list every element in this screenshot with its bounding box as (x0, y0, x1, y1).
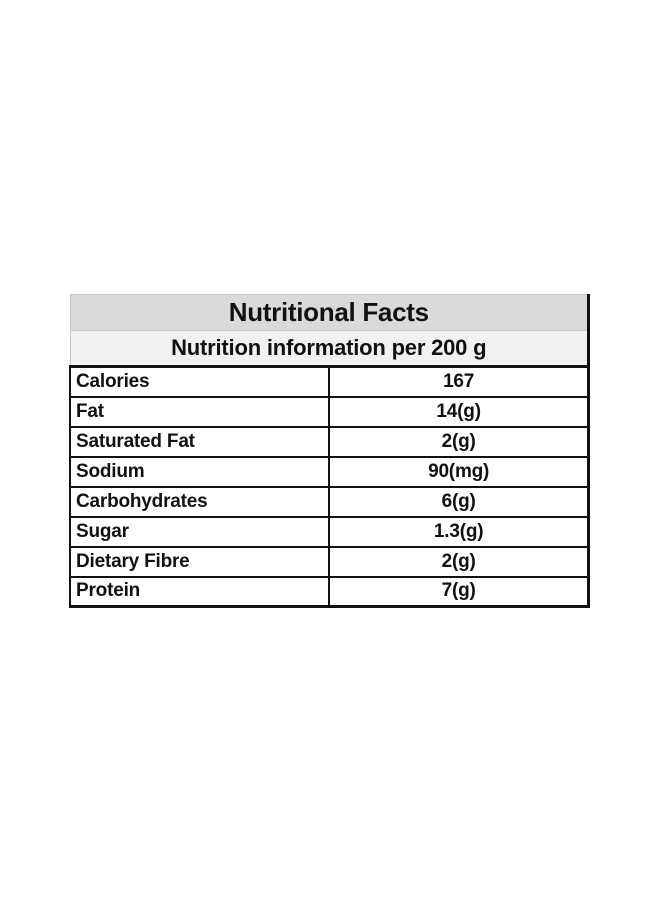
nutrient-label: Dietary Fibre (68, 546, 331, 578)
table-row: Fat 14(g) (68, 396, 591, 428)
nutrient-value: 2(g) (329, 546, 591, 578)
nutrient-label: Carbohydrates (68, 486, 331, 518)
nutrient-label: Saturated Fat (68, 426, 331, 458)
nutrient-value: 167 (329, 366, 591, 398)
nutrient-label: Fat (68, 396, 331, 428)
nutrient-value: 1.3(g) (329, 516, 591, 548)
nutrient-value: 6(g) (329, 486, 591, 518)
table-row: Sugar 1.3(g) (68, 516, 591, 548)
table-row: Protein 7(g) (68, 576, 591, 608)
subtitle-row: Nutrition information per 200 g (69, 330, 590, 368)
nutrient-value: 7(g) (329, 576, 591, 608)
table-row: Calories 167 (68, 366, 591, 398)
nutrient-value: 2(g) (329, 426, 591, 458)
table-row: Dietary Fibre 2(g) (68, 546, 591, 578)
title-row: Nutritional Facts (69, 294, 590, 331)
table-row: Saturated Fat 2(g) (68, 426, 591, 458)
nutrient-label: Sodium (68, 456, 331, 488)
nutrient-label: Calories (68, 366, 331, 398)
nutrient-label: Sugar (68, 516, 331, 548)
table-row: Sodium 90(mg) (68, 456, 591, 488)
table-subtitle: Nutrition information per 200 g (69, 330, 590, 368)
table-row: Carbohydrates 6(g) (68, 486, 591, 518)
nutrient-value: 90(mg) (329, 456, 591, 488)
table-title: Nutritional Facts (69, 294, 590, 331)
nutrient-value: 14(g) (329, 396, 591, 428)
nutrition-facts-table: Nutritional Facts Nutrition information … (68, 294, 591, 608)
nutrient-label: Protein (68, 576, 331, 608)
